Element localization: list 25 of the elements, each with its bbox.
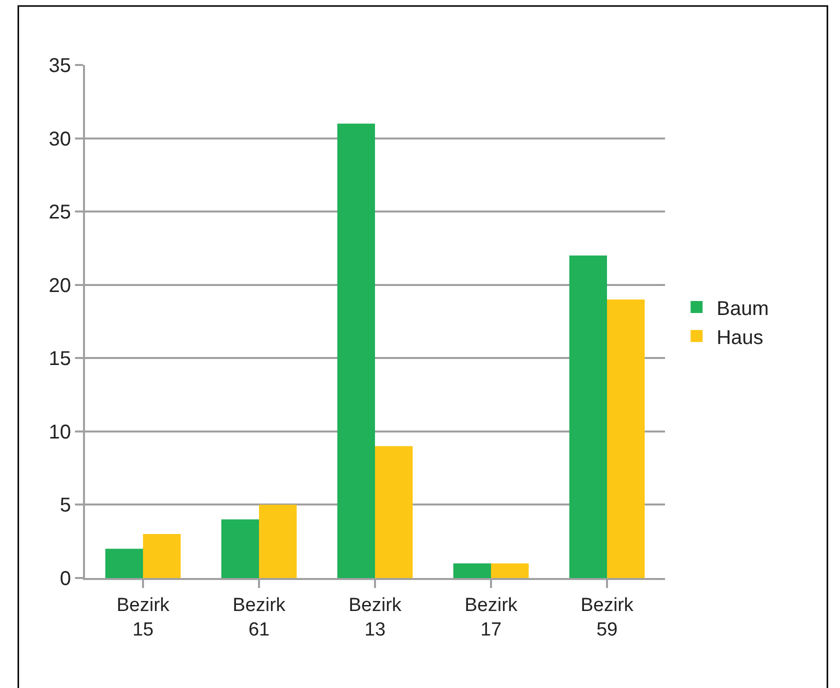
x-tick-label: Bezirk 59 [580, 594, 634, 640]
x-tick-label: Bezirk 15 [116, 594, 170, 640]
y-tick-label: 20 [48, 274, 71, 297]
x-tick-label: Bezirk 17 [464, 594, 518, 640]
y-tick-label: 10 [48, 421, 71, 444]
bar [491, 563, 529, 578]
y-tick-label: 5 [60, 494, 71, 517]
bar [221, 519, 259, 578]
legend-label: Haus [716, 326, 764, 349]
y-tick-label: 15 [48, 348, 71, 370]
y-tick-label: 25 [48, 202, 71, 224]
bar [607, 300, 645, 578]
bar [105, 548, 143, 578]
bar [569, 256, 607, 578]
bar [453, 563, 491, 578]
y-tick-label: 30 [48, 128, 71, 150]
y-tick-label: 35 [48, 55, 71, 77]
bar [337, 124, 375, 578]
bar [375, 446, 413, 578]
legend-label: Baum [716, 298, 769, 320]
x-tick-label: Bezirk 13 [348, 594, 402, 640]
y-tick-label: 0 [60, 568, 71, 590]
x-tick-label: Bezirk 61 [232, 594, 286, 640]
bar [143, 534, 181, 578]
bar [259, 504, 297, 578]
